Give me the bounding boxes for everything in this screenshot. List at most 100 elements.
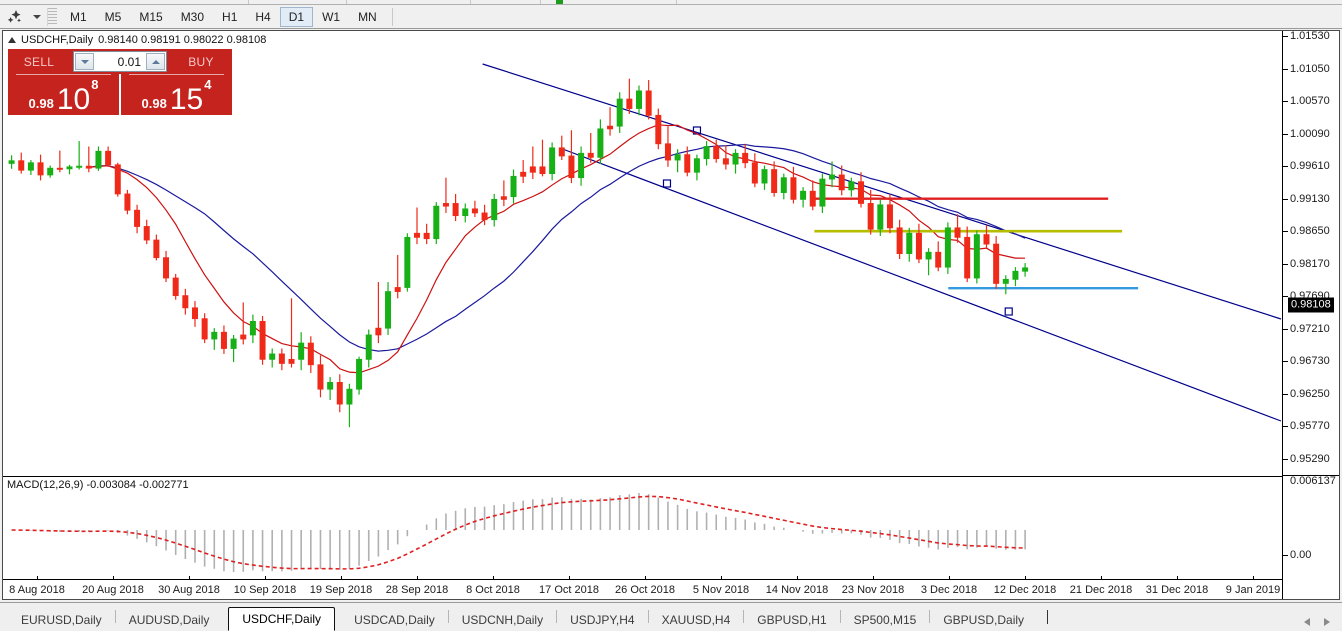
tab-divider (743, 610, 745, 623)
chart-tab-eurusd-daily[interactable]: EURUSD,Daily (21, 613, 102, 627)
chart-tab-xauusd-h4[interactable]: XAUUSD,H4 (661, 613, 731, 627)
date-tick (189, 576, 190, 580)
tab-divider (839, 610, 841, 623)
price-scale[interactable]: 1.01530 1.01050 1.00570 1.00090 0.99610 0.991… (1282, 30, 1340, 615)
timeframe-d1[interactable]: D1 (279, 6, 314, 27)
chart-tab-gbpusd-h1[interactable]: GBPUSD,H1 (757, 613, 827, 627)
candlestick-plot (8, 63, 1282, 428)
price-tick (1283, 459, 1288, 460)
sell-price-fraction: 8 (91, 77, 99, 92)
price-tick-label: 0.99610 (1290, 160, 1330, 173)
chart-frame[interactable]: 1.01530 1.01050 1.00570 1.00090 0.99610 0.991… (2, 30, 1340, 615)
price-pane[interactable]: USDCHF,Daily 0.98140 0.98191 0.98022 0.9… (3, 31, 1282, 475)
date-tick (265, 576, 266, 580)
date-tick (1253, 576, 1254, 580)
price-tick-label: 1.01530 (1290, 30, 1330, 42)
timeframe-m30[interactable]: M30 (180, 9, 205, 24)
date-tick (341, 576, 342, 580)
date-tick (797, 576, 798, 580)
sell-price-prefix: 0.98 (28, 96, 54, 111)
date-tick-label: 31 Dec 2018 (1145, 584, 1209, 596)
price-tick-label: 1.01050 (1290, 62, 1330, 75)
date-tick-label: 8 Oct 2018 (466, 584, 520, 596)
date-tick (493, 576, 494, 580)
price-tick-label: 0.95290 (1290, 453, 1330, 465)
date-tick (37, 576, 38, 580)
sell-button[interactable]: SELL (8, 49, 70, 74)
date-tick (949, 576, 950, 580)
tab-divider (647, 610, 649, 623)
date-tick-label: 17 Oct 2018 (539, 584, 599, 596)
chart-tab-sp500-m15[interactable]: SP500,M15 (853, 613, 917, 627)
chart-tab-usdcnh-daily[interactable]: USDCNH,Daily (461, 613, 544, 627)
price-tick (1283, 198, 1288, 200)
price-tick-label: 0.95770 (1290, 420, 1330, 433)
price-tick (1283, 328, 1288, 330)
date-axis: 8 Aug 2018 20 Aug 2018 30 Aug 2018 10 Sep 2… (3, 576, 1282, 599)
date-tick (645, 576, 646, 580)
chart-tab-usdjpy-h4[interactable]: USDJPY,H4 (570, 613, 635, 627)
chart-header: USDCHF,Daily 0.98140 0.98191 0.98022 0.9… (8, 34, 266, 46)
macd-tick-label: 0.00 (1290, 549, 1312, 561)
timeframe-h4[interactable]: H4 (255, 9, 271, 24)
price-tick-label: 1.00090 (1290, 127, 1330, 140)
indicators-icon[interactable] (0, 6, 30, 28)
date-tick-label: 3 Dec 2018 (920, 584, 978, 596)
date-tick (1177, 576, 1178, 580)
price-tick (1283, 361, 1288, 363)
triangle-right-icon[interactable] (1324, 618, 1330, 626)
buy-button[interactable]: BUY (170, 49, 232, 74)
indicators-dropdown-caret[interactable] (30, 6, 44, 28)
buy-price-fraction: 4 (204, 77, 212, 92)
date-tick (721, 576, 722, 580)
chart-ohlc: 0.98140 0.98191 0.98022 0.98108 (98, 34, 267, 46)
sell-price-button[interactable]: 0.98 10 8 (8, 74, 119, 115)
tab-divider (556, 610, 558, 623)
top-toolbar-strip (0, 0, 1342, 5)
timeframe-m5[interactable]: M5 (104, 9, 122, 24)
volume-stepper[interactable]: 0.01 (70, 49, 170, 74)
chart-tab-usdchf-daily[interactable]: USDCHF,Daily (228, 607, 336, 631)
date-tick (1101, 576, 1102, 580)
chart-tab-gbpusd-daily[interactable]: GBPUSD,Daily (943, 613, 1025, 627)
date-tick-label: 21 Dec 2018 (1069, 584, 1133, 596)
timeframe-toolbar: M1 M5 M15 M30 H1 H4 D1 W1 MN (0, 5, 1342, 29)
price-tick (1283, 263, 1288, 265)
one-click-trading-panel[interactable]: SELL 0.01 BUY 0.98 10 (8, 49, 232, 115)
chart-tab-audusd-daily[interactable]: AUDUSD,Daily (128, 613, 210, 627)
date-tick (569, 576, 570, 580)
timeframe-h1[interactable]: H1 (222, 9, 238, 24)
date-tick (873, 576, 874, 580)
chevron-down-icon (33, 14, 41, 19)
macd-plot (11, 493, 1026, 572)
date-tick-label: 5 Nov 2018 (692, 584, 750, 596)
macd-label: MACD(12,26,9) -0.003084 -0.002771 (7, 479, 189, 491)
price-tick-label: 0.98170 (1290, 257, 1330, 270)
buy-price-prefix: 0.98 (141, 96, 167, 111)
timeframe-m1[interactable]: M1 (70, 9, 87, 24)
chart-tab-usdcad-daily[interactable]: USDCAD,Daily (354, 613, 435, 627)
timeframe-w1[interactable]: W1 (322, 9, 341, 24)
price-tick-label: 0.98650 (1290, 225, 1330, 238)
price-tick (1283, 133, 1288, 135)
tab-divider (929, 610, 931, 623)
price-tick (1283, 101, 1288, 103)
timeframe-m15[interactable]: M15 (139, 9, 163, 24)
price-tick-label: 0.97210 (1290, 322, 1330, 335)
triangle-up-icon (8, 37, 16, 43)
triangle-left-icon[interactable] (1304, 618, 1310, 626)
date-tick-label: 10 Sep 2018 (233, 584, 297, 596)
volume-decrement-button[interactable] (75, 53, 94, 70)
chevron-down-icon (80, 59, 89, 64)
timeframe-mn[interactable]: MN (358, 9, 377, 24)
volume-increment-button[interactable] (146, 53, 165, 70)
current-price-label: 0.98108 (1288, 297, 1334, 313)
toolbar-drag-handle[interactable] (47, 7, 57, 26)
volume-input[interactable]: 0.01 (95, 52, 145, 71)
macd-pane[interactable]: MACD(12,26,9) -0.003084 -0.002771 (3, 476, 1282, 580)
date-tick (417, 576, 418, 580)
buy-price-button[interactable]: 0.98 15 4 (119, 74, 232, 115)
price-tick (1283, 166, 1288, 168)
date-tick-label: 28 Sep 2018 (385, 584, 449, 596)
